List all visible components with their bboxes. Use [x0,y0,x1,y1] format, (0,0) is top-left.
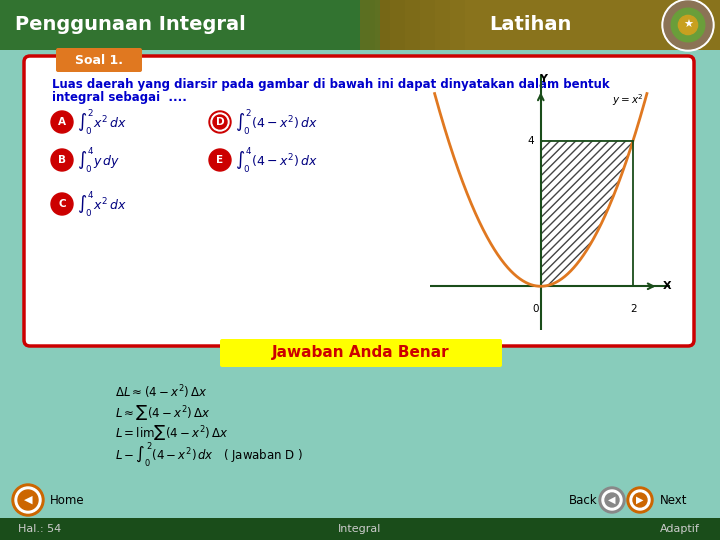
Text: ★: ★ [683,20,693,30]
Circle shape [602,490,622,510]
Bar [0,50,720,518]
Circle shape [599,487,625,513]
Circle shape [633,493,647,507]
Text: Latihan: Latihan [489,16,571,35]
Circle shape [51,193,73,215]
Bar [420,0,720,50]
Circle shape [671,8,705,42]
Circle shape [18,490,38,510]
Text: Jawaban Anda Benar: Jawaban Anda Benar [272,346,450,361]
Text: E: E [217,155,224,165]
Text: A: A [58,117,66,127]
Text: Luas daerah yang diarsir pada gambar di bawah ini dapat dinyatakan dalam bentuk: Luas daerah yang diarsir pada gambar di … [52,78,610,91]
Bar [360,0,720,50]
Circle shape [15,487,41,513]
Text: 2: 2 [630,305,636,314]
Text: $\int_0^4 (4-x^2)\,dx$: $\int_0^4 (4-x^2)\,dx$ [235,145,318,175]
Text: $\Delta L \approx (4 - x^2)\,\Delta x$: $\Delta L \approx (4 - x^2)\,\Delta x$ [115,383,207,401]
Text: integral sebagai  ....: integral sebagai .... [52,91,187,104]
Bar [0,0,720,50]
Circle shape [213,115,227,129]
Text: X: X [663,281,672,291]
Bar [360,0,720,50]
Text: $y = x^2$: $y = x^2$ [612,92,644,108]
Text: Penggunaan Integral: Penggunaan Integral [15,16,246,35]
Bar [0,518,720,540]
Text: 0: 0 [532,305,539,314]
Circle shape [209,149,231,171]
Circle shape [211,113,229,131]
Circle shape [605,493,619,507]
Circle shape [678,16,698,35]
FancyBboxPatch shape [56,48,142,72]
Bar [390,0,720,50]
Text: Hal.: 54: Hal.: 54 [18,524,61,534]
Bar [450,0,720,50]
Text: ▶: ▶ [636,495,644,505]
Text: ◀: ◀ [24,495,32,505]
Circle shape [51,149,73,171]
Text: ◀: ◀ [608,495,616,505]
Text: Soal 1.: Soal 1. [75,53,123,66]
Text: $\int_0^4 y\,dy$: $\int_0^4 y\,dy$ [77,145,120,175]
Text: Home: Home [50,494,85,507]
Text: $L \approx \sum (4 - x^2)\,\Delta x$: $L \approx \sum (4 - x^2)\,\Delta x$ [115,402,210,422]
Text: $\int_0^2 (4-x^2)\,dx$: $\int_0^2 (4-x^2)\,dx$ [235,107,318,137]
Circle shape [664,1,712,49]
FancyBboxPatch shape [220,339,502,367]
Bar [405,0,720,50]
Text: $L = \lim \sum (4 - x^2)\,\Delta x$: $L = \lim \sum (4 - x^2)\,\Delta x$ [115,422,228,442]
Text: D: D [216,117,225,127]
Circle shape [630,490,650,510]
Circle shape [12,484,44,516]
Text: Back: Back [570,494,598,507]
Text: Adaptif: Adaptif [660,524,700,534]
Bar [0,0,380,50]
Text: 4: 4 [527,136,534,146]
Bar [435,0,720,50]
Circle shape [51,111,73,133]
Bar [465,0,720,50]
Text: $L - \int_0^2 (4-x^2)\,dx$   ( Jawaban D ): $L - \int_0^2 (4-x^2)\,dx$ ( Jawaban D ) [115,441,303,469]
Text: $\int_0^2 x^2\,dx$: $\int_0^2 x^2\,dx$ [77,107,127,137]
Circle shape [209,111,231,133]
Text: Next: Next [660,494,688,507]
Text: Integral: Integral [338,524,382,534]
Bar [375,0,720,50]
Circle shape [627,487,653,513]
FancyBboxPatch shape [24,56,694,346]
Text: Y: Y [539,74,547,84]
Text: C: C [58,199,66,209]
Circle shape [662,0,714,51]
Text: $\int_0^4 x^2\,dx$: $\int_0^4 x^2\,dx$ [77,189,127,219]
Text: B: B [58,155,66,165]
